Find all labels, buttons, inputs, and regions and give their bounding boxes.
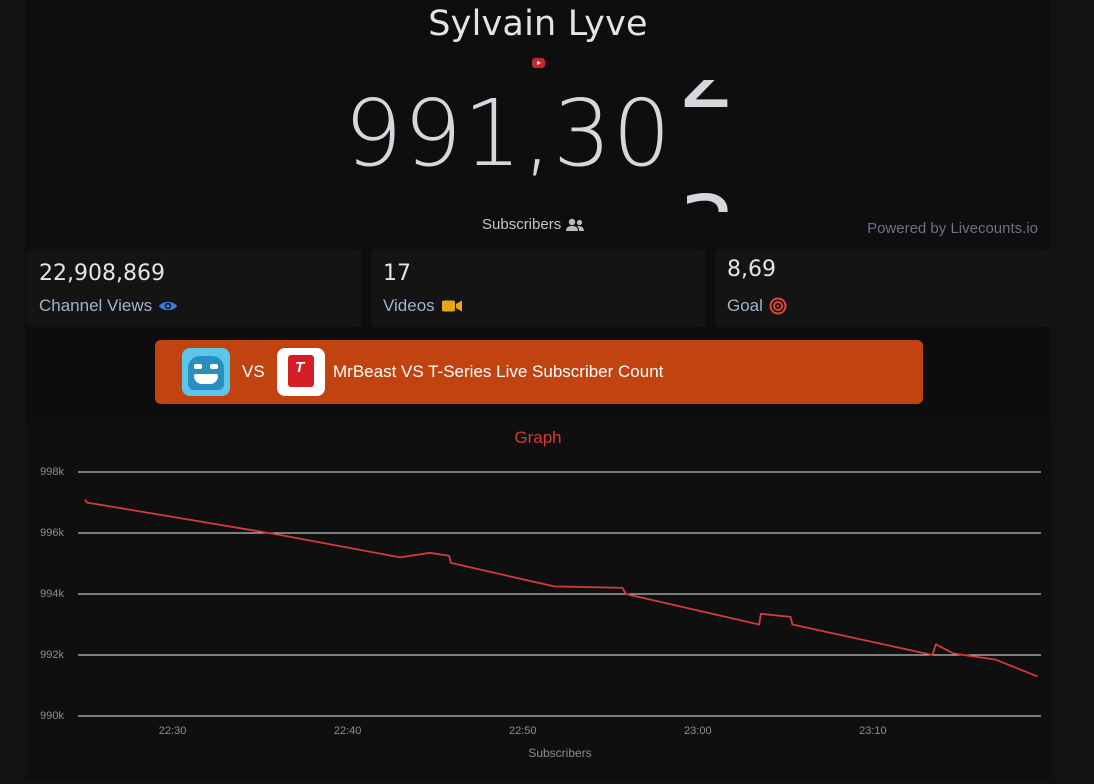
vs-banner-title: MrBeast VS T-Series Live Subscriber Coun… bbox=[333, 362, 664, 381]
channel-views-label: Channel Views bbox=[39, 296, 178, 316]
subscriber-count: 991,30 bbox=[344, 80, 672, 187]
rolling-digit: 2 3 bbox=[676, 80, 736, 212]
videos-label-text: Videos bbox=[383, 296, 435, 315]
eye-icon bbox=[159, 301, 178, 311]
youtube-icon[interactable] bbox=[532, 58, 545, 68]
subscribers-label: Subscribers bbox=[482, 216, 585, 233]
videos-value: 17 bbox=[383, 261, 411, 286]
videos-label: Videos bbox=[383, 296, 463, 316]
subscriber-chart[interactable]: 990k 992k 994k 996k 998k 22:30 22:40 22:50 23:00… bbox=[26, 420, 1050, 779]
goal-card: 8,69 ' 8 Goal bbox=[715, 249, 1050, 327]
counter-hero: Sylvain Lyve 991,30 2 3 Subscribers Powe… bbox=[26, 0, 1050, 244]
channel-name: Sylvain Lyve bbox=[428, 4, 648, 44]
mrbeast-logo bbox=[182, 348, 230, 396]
x-axis-label: Subscribers bbox=[528, 746, 591, 760]
subscribers-label-text: Subscribers bbox=[482, 216, 562, 233]
y-tick-label: 994k bbox=[40, 588, 64, 600]
x-tick-label: 23:00 bbox=[684, 725, 712, 737]
graph-title: Graph bbox=[514, 428, 562, 447]
x-tick-label: 22:50 bbox=[509, 725, 537, 737]
series-line bbox=[84, 499, 1038, 678]
videos-card: 17 Videos bbox=[371, 249, 706, 327]
x-tick-label: 22:30 bbox=[159, 725, 187, 737]
goal-value-text: 8,69 bbox=[727, 257, 776, 282]
tseries-logo bbox=[277, 348, 325, 396]
channel-views-card: 22,908,869 Channel Views bbox=[27, 249, 362, 327]
video-camera-icon bbox=[441, 300, 462, 312]
vs-text: VS bbox=[242, 362, 265, 381]
powered-by-link[interactable]: Powered by Livecounts.io bbox=[867, 220, 1038, 237]
goal-label: Goal bbox=[727, 296, 787, 316]
vs-banner-link[interactable]: VS MrBeast VS T-Series Live Subscriber C… bbox=[155, 340, 923, 404]
goal-value: 8,69 ' 8 bbox=[727, 257, 776, 297]
x-tick-label: 22:40 bbox=[334, 725, 362, 737]
channel-views-value: 22,908,869 bbox=[39, 261, 165, 286]
y-tick-label: 998k bbox=[40, 466, 64, 478]
rolling-digit-bottom: 3 bbox=[678, 184, 736, 213]
goal-label-text: Goal bbox=[727, 296, 763, 315]
target-icon bbox=[769, 297, 787, 315]
channel-views-label-text: Channel Views bbox=[39, 296, 153, 315]
y-tick-label: 990k bbox=[40, 710, 64, 722]
graph-panel: Graph 990k 992k 994k 996k 998k 22:30 22:40 22:5… bbox=[26, 420, 1050, 779]
users-icon bbox=[566, 218, 585, 231]
y-tick-label: 996k bbox=[40, 527, 64, 539]
y-tick-label: 992k bbox=[40, 649, 64, 661]
x-tick-label: 23:10 bbox=[859, 725, 887, 737]
rolling-digit-top: 2 bbox=[678, 80, 736, 122]
